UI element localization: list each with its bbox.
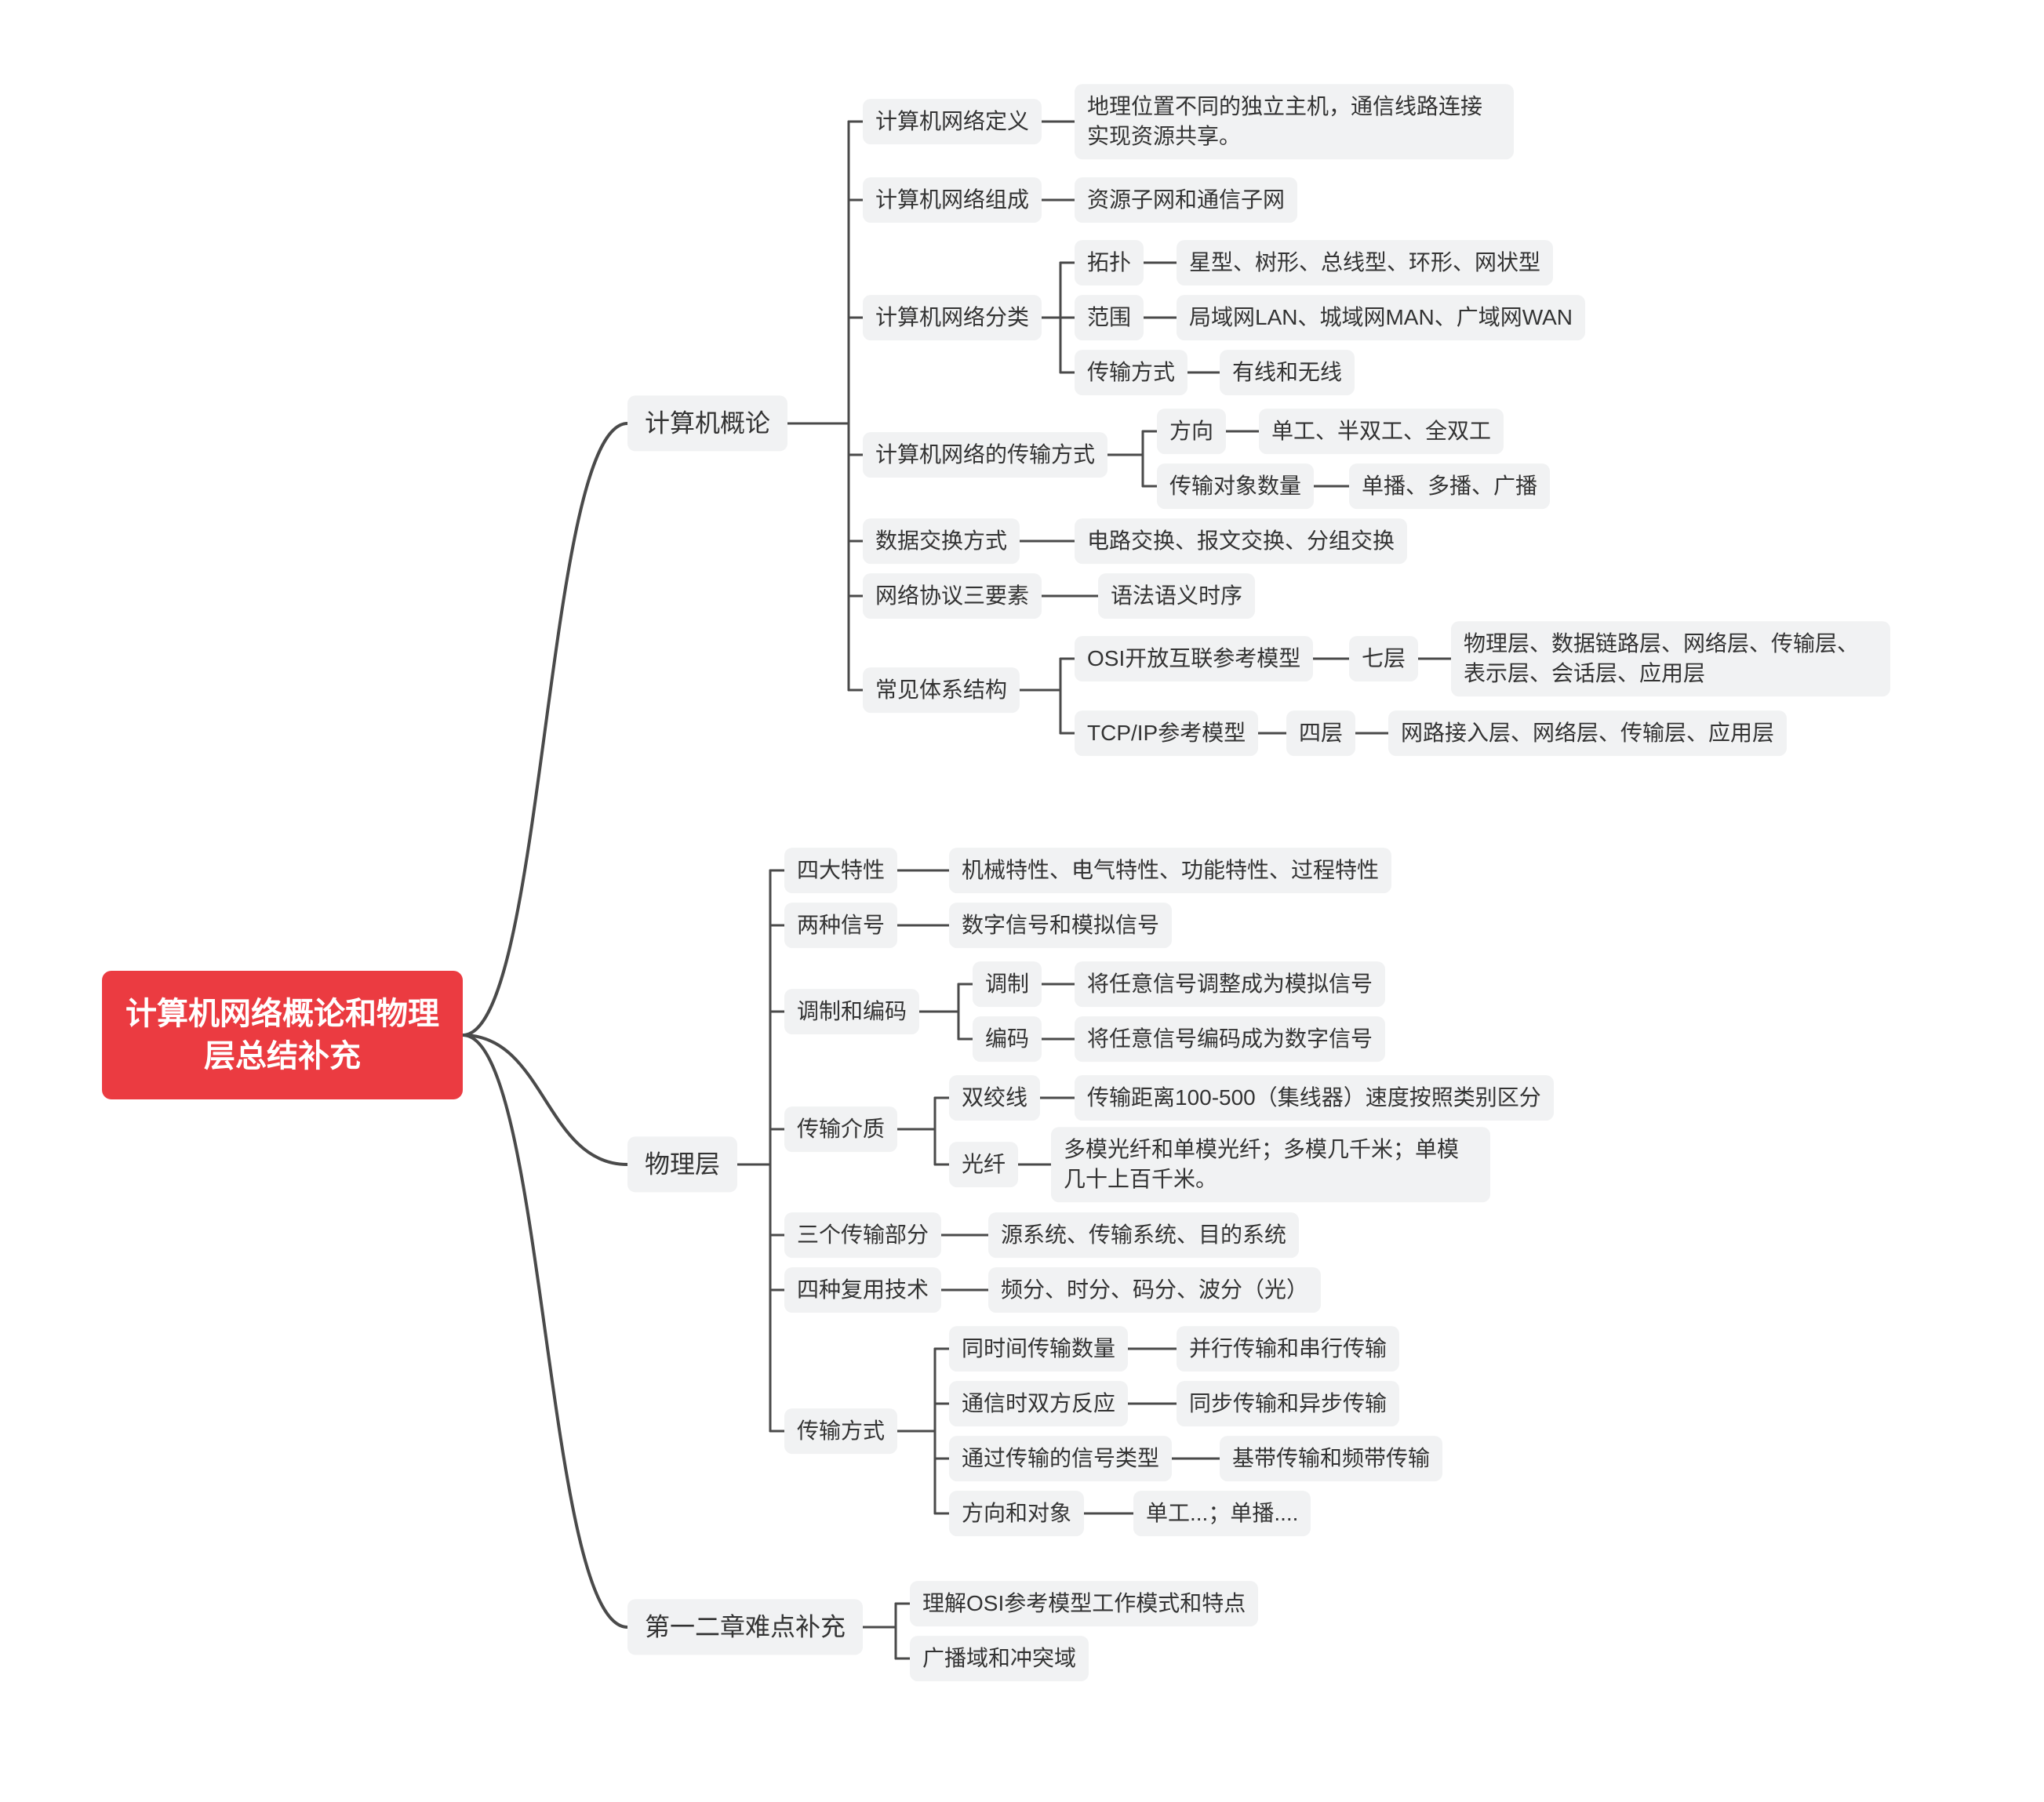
node-b2: 物理层 xyxy=(627,1136,737,1192)
node-b1_2a: 资源子网和通信子网 xyxy=(1075,177,1297,223)
node-b1_3_2a: 局域网LAN、城域网MAN、广域网WAN xyxy=(1177,295,1585,340)
node-b2_7_1a: 并行传输和串行传输 xyxy=(1177,1326,1399,1371)
node-b1_7_1a: 七层 xyxy=(1349,636,1418,681)
node-b1_4_1: 方向 xyxy=(1157,409,1226,454)
node-b1_3_1a: 星型、树形、总线型、环形、网状型 xyxy=(1177,240,1553,285)
node-b1_7_2: TCP/IP参考模型 xyxy=(1075,710,1258,756)
node-b2_4_2a: 多模光纤和单模光纤；多模几千米；单模几十上百千米。 xyxy=(1051,1127,1490,1202)
node-b2_2: 两种信号 xyxy=(784,903,897,948)
node-b1_6a: 语法语义时序 xyxy=(1098,573,1255,619)
node-b2_6: 四种复用技术 xyxy=(784,1267,941,1313)
node-b2_5a: 源系统、传输系统、目的系统 xyxy=(988,1212,1299,1258)
node-b1_4: 计算机网络的传输方式 xyxy=(863,432,1107,478)
node-b2_5: 三个传输部分 xyxy=(784,1212,941,1258)
node-root: 计算机网络概论和物理层总结补充 xyxy=(102,971,463,1099)
node-b1_5: 数据交换方式 xyxy=(863,518,1020,564)
node-b1_1: 计算机网络定义 xyxy=(863,99,1042,144)
node-b1_7_2b: 网路接入层、网络层、传输层、应用层 xyxy=(1388,710,1787,756)
node-b1_1a: 地理位置不同的独立主机，通信线路连接实现资源共享。 xyxy=(1075,84,1514,159)
node-b2_6a: 频分、时分、码分、波分（光） xyxy=(988,1267,1321,1313)
node-b3_2: 广播域和冲突域 xyxy=(910,1636,1089,1681)
node-b2_7_1: 同时间传输数量 xyxy=(949,1326,1128,1371)
node-b1_5a: 电路交换、报文交换、分组交换 xyxy=(1075,518,1407,564)
node-b2_3: 调制和编码 xyxy=(784,989,919,1034)
node-b2_4_2: 光纤 xyxy=(949,1142,1018,1187)
node-b2_3_2a: 将任意信号编码成为数字信号 xyxy=(1075,1016,1385,1062)
node-b1_4_2a: 单播、多播、广播 xyxy=(1349,463,1550,509)
node-b1_3_1: 拓扑 xyxy=(1075,240,1144,285)
node-b2_3_1a: 将任意信号调整成为模拟信号 xyxy=(1075,961,1385,1007)
node-b1_2: 计算机网络组成 xyxy=(863,177,1042,223)
node-b1_4_2: 传输对象数量 xyxy=(1157,463,1314,509)
node-b1_7_1b: 物理层、数据链路层、网络层、传输层、表示层、会话层、应用层 xyxy=(1451,621,1890,696)
node-b2_7_4: 方向和对象 xyxy=(949,1491,1084,1536)
node-b2_3_1: 调制 xyxy=(973,961,1042,1007)
node-b2_2a: 数字信号和模拟信号 xyxy=(949,903,1172,948)
node-b1_7_2a: 四层 xyxy=(1286,710,1355,756)
node-b1_3_3a: 有线和无线 xyxy=(1220,350,1355,395)
node-b1_6: 网络协议三要素 xyxy=(863,573,1042,619)
node-b2_7_2: 通信时双方反应 xyxy=(949,1381,1128,1426)
node-b2_7: 传输方式 xyxy=(784,1408,897,1454)
node-b2_4_1: 双绞线 xyxy=(949,1075,1040,1121)
node-b1_3_2: 范围 xyxy=(1075,295,1144,340)
mindmap-canvas: 计算机网络概论和物理层总结补充 计算机概论物理层第一二章难点补充 计算机网络定义地理… xyxy=(0,0,2044,1802)
node-b2_4_1a: 传输距离100-500（集线器）速度按照类别区分 xyxy=(1075,1075,1554,1121)
node-b1_3_3: 传输方式 xyxy=(1075,350,1187,395)
node-b2_7_3: 通过传输的信号类型 xyxy=(949,1436,1172,1481)
node-b2_7_2a: 同步传输和异步传输 xyxy=(1177,1381,1399,1426)
node-b2_1a: 机械特性、电气特性、功能特性、过程特性 xyxy=(949,848,1391,893)
node-b1_7_1: OSI开放互联参考模型 xyxy=(1075,636,1313,681)
node-b1_3: 计算机网络分类 xyxy=(863,295,1042,340)
node-b2_1: 四大特性 xyxy=(784,848,897,893)
node-b3: 第一二章难点补充 xyxy=(627,1599,863,1655)
node-b2_4: 传输介质 xyxy=(784,1106,897,1152)
node-b3_1: 理解OSI参考模型工作模式和特点 xyxy=(910,1581,1258,1626)
node-b2_7_3a: 基带传输和频带传输 xyxy=(1220,1436,1442,1481)
node-b1: 计算机概论 xyxy=(627,395,787,451)
node-b2_3_2: 编码 xyxy=(973,1016,1042,1062)
node-b1_4_1a: 单工、半双工、全双工 xyxy=(1259,409,1504,454)
node-b2_7_4a: 单工...；单播.... xyxy=(1133,1491,1311,1536)
node-b1_7: 常见体系结构 xyxy=(863,667,1020,713)
